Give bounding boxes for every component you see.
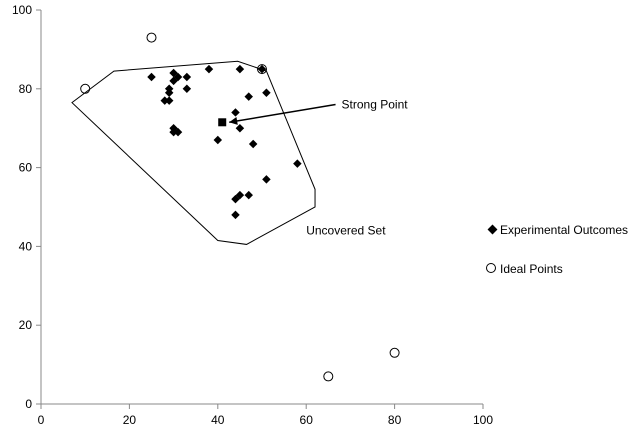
y-tick-label: 80 (19, 82, 33, 96)
experimental-outcome-point (169, 127, 178, 137)
experimental-outcome-point (164, 88, 174, 97)
experimental-outcome-point (182, 72, 192, 82)
ideal-point (80, 83, 91, 94)
experimental-outcome-point (244, 190, 253, 200)
experimental-outcome-point (204, 64, 214, 74)
ticks: 0 20 40 60 80 100 0 20 40 60 80 100 (12, 3, 493, 427)
experimental-outcome-point (164, 96, 174, 105)
ideal-point (323, 371, 334, 382)
experimental-outcome-point (257, 64, 267, 74)
x-tick-label: 60 (300, 413, 314, 427)
strong-point-arrow-head (229, 117, 238, 125)
experimental-outcome-point (231, 210, 240, 220)
experimental-outcome-point (231, 108, 240, 117)
ideal-point (389, 347, 400, 358)
y-tick-label: 100 (12, 3, 32, 17)
x-tick-label: 40 (211, 413, 225, 427)
experimental-outcome-point (147, 72, 156, 82)
x-tick-label: 20 (123, 413, 137, 427)
legend-label-ideal-points: Ideal Points (500, 262, 563, 276)
y-tick-label: 40 (19, 239, 33, 253)
experimental-outcome-point (293, 159, 302, 168)
experimental-outcome-point (173, 127, 183, 137)
experimental-outcome-point (248, 139, 258, 149)
experimental-outcome-point (231, 194, 240, 204)
experimental-outcome-point (262, 175, 271, 184)
axes (40, 10, 483, 405)
experimental-outcome-point (235, 64, 245, 74)
strong-point-label: Strong Point (342, 98, 409, 112)
x-tick-label: 0 (38, 413, 45, 427)
legend-marker-diamond (487, 224, 498, 235)
ideal-point (257, 64, 267, 75)
ideal-point (146, 32, 157, 43)
x-tick-label: 80 (388, 413, 402, 427)
experimental-outcome-point (235, 123, 245, 133)
y-tick-label: 60 (19, 161, 33, 175)
annotations: Strong Point Uncovered Set (229, 98, 408, 238)
experimental-outcome-point (262, 88, 271, 97)
legend-item-ideal-points: Ideal Points (486, 262, 563, 276)
experimental-outcome-point (160, 96, 170, 105)
experimental-outcome-point (182, 84, 192, 94)
legend-marker-circle (486, 263, 496, 273)
experimental-outcome-point (244, 92, 253, 101)
strong-point-arrow-line (229, 103, 336, 124)
uncovered-set-label: Uncovered Set (306, 224, 386, 238)
plot-area: 0 20 40 60 80 100 0 20 40 60 80 100 Strong Point Unc… (12, 3, 493, 427)
legend: Experimental Outcomes Ideal Points (486, 223, 628, 276)
strong-point-marker (218, 118, 227, 127)
data-points (80, 32, 400, 382)
uncovered-set-layer (71, 60, 316, 245)
experimental-outcome-point (173, 72, 183, 82)
uncovered-set-polygon (71, 60, 316, 245)
y-tick-label: 20 (19, 318, 33, 332)
x-tick-label: 100 (473, 413, 493, 427)
legend-item-experimental-outcomes: Experimental Outcomes (487, 223, 628, 237)
legend-label-experimental-outcomes: Experimental Outcomes (500, 223, 628, 237)
experimental-outcome-point (213, 135, 223, 145)
y-tick-label: 0 (25, 397, 32, 411)
